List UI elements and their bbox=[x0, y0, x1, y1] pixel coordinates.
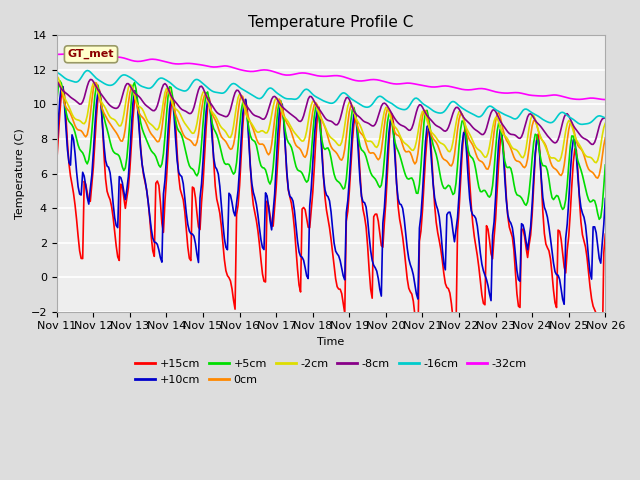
+5cm bbox=[53, 98, 61, 104]
-8cm bbox=[53, 78, 61, 84]
-2cm bbox=[534, 127, 542, 133]
+15cm bbox=[602, 231, 609, 237]
-16cm bbox=[536, 114, 543, 120]
-32cm bbox=[68, 51, 76, 57]
+5cm bbox=[536, 151, 543, 156]
-2cm bbox=[155, 125, 163, 131]
-16cm bbox=[385, 99, 393, 105]
+15cm bbox=[70, 191, 77, 196]
X-axis label: Time: Time bbox=[317, 337, 345, 347]
0cm bbox=[602, 135, 609, 141]
-16cm bbox=[53, 70, 61, 75]
Text: GT_met: GT_met bbox=[68, 49, 115, 60]
-2cm bbox=[68, 111, 76, 117]
Line: -16cm: -16cm bbox=[57, 71, 605, 124]
+5cm bbox=[397, 157, 405, 163]
+5cm bbox=[56, 78, 63, 84]
-32cm bbox=[397, 81, 405, 86]
-32cm bbox=[74, 50, 82, 56]
+15cm bbox=[385, 141, 393, 147]
-16cm bbox=[602, 115, 609, 121]
+5cm bbox=[602, 162, 609, 168]
0cm bbox=[536, 133, 543, 139]
Title: Temperature Profile C: Temperature Profile C bbox=[248, 15, 413, 30]
Line: -2cm: -2cm bbox=[57, 76, 605, 163]
-2cm bbox=[53, 73, 61, 79]
+10cm bbox=[397, 202, 405, 207]
+15cm bbox=[53, 158, 61, 164]
+10cm bbox=[561, 301, 568, 307]
-8cm bbox=[157, 91, 164, 97]
+10cm bbox=[70, 137, 77, 143]
+5cm bbox=[70, 125, 77, 131]
-16cm bbox=[397, 106, 405, 112]
-8cm bbox=[602, 115, 609, 121]
-8cm bbox=[536, 122, 543, 128]
-32cm bbox=[367, 77, 374, 83]
+5cm bbox=[157, 164, 164, 170]
Line: +15cm: +15cm bbox=[57, 87, 605, 349]
+10cm bbox=[53, 145, 61, 151]
Line: +10cm: +10cm bbox=[57, 86, 605, 304]
-16cm bbox=[83, 68, 91, 73]
+10cm bbox=[58, 83, 65, 89]
Y-axis label: Temperature (C): Temperature (C) bbox=[15, 128, 25, 219]
-32cm bbox=[536, 93, 543, 99]
-8cm bbox=[68, 96, 76, 101]
+15cm bbox=[157, 199, 164, 205]
Line: -32cm: -32cm bbox=[57, 53, 605, 99]
-32cm bbox=[602, 96, 609, 102]
-32cm bbox=[53, 51, 61, 57]
Legend: +15cm, +10cm, +5cm, 0cm, -2cm, -8cm, -16cm, -32cm: +15cm, +10cm, +5cm, 0cm, -2cm, -8cm, -16… bbox=[131, 355, 531, 389]
+5cm bbox=[595, 216, 603, 222]
-2cm bbox=[602, 120, 609, 126]
0cm bbox=[385, 106, 393, 112]
-32cm bbox=[385, 80, 393, 86]
-8cm bbox=[367, 122, 374, 128]
-8cm bbox=[86, 77, 94, 83]
0cm bbox=[367, 150, 374, 156]
0cm bbox=[53, 81, 61, 86]
Line: 0cm: 0cm bbox=[57, 82, 605, 178]
-8cm bbox=[589, 142, 597, 147]
0cm bbox=[397, 137, 405, 143]
Line: -8cm: -8cm bbox=[57, 80, 605, 144]
0cm bbox=[594, 175, 602, 181]
0cm bbox=[157, 134, 164, 140]
-32cm bbox=[157, 58, 164, 63]
-16cm bbox=[367, 103, 374, 109]
+15cm bbox=[59, 84, 67, 90]
-16cm bbox=[579, 121, 586, 127]
-2cm bbox=[593, 160, 600, 166]
+5cm bbox=[367, 170, 374, 176]
0cm bbox=[70, 119, 77, 125]
+15cm bbox=[598, 347, 606, 352]
+15cm bbox=[397, 225, 405, 230]
-2cm bbox=[396, 132, 403, 137]
-8cm bbox=[397, 122, 405, 128]
-16cm bbox=[68, 78, 76, 84]
-8cm bbox=[385, 106, 393, 111]
Line: +5cm: +5cm bbox=[57, 81, 605, 219]
-2cm bbox=[365, 138, 373, 144]
0cm bbox=[54, 79, 62, 85]
+15cm bbox=[536, 148, 543, 154]
+10cm bbox=[536, 153, 543, 159]
+10cm bbox=[157, 255, 164, 261]
-2cm bbox=[383, 105, 391, 111]
-16cm bbox=[157, 75, 164, 81]
+5cm bbox=[385, 111, 393, 117]
+10cm bbox=[385, 130, 393, 135]
+15cm bbox=[367, 286, 374, 292]
+10cm bbox=[602, 196, 609, 202]
+10cm bbox=[367, 248, 374, 253]
